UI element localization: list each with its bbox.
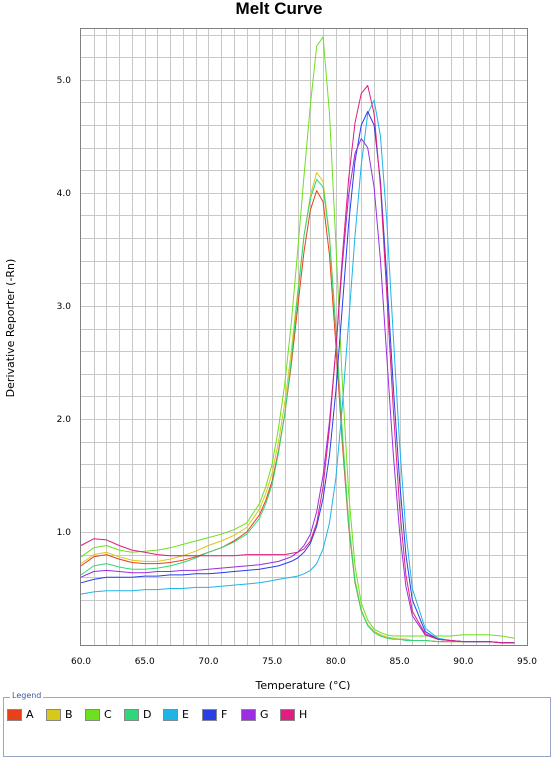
legend-item-a[interactable]: A [7,708,46,721]
legend-label: C [104,708,112,721]
grid [81,29,527,645]
x-tick-label: 65.0 [135,657,155,667]
legend-swatch [7,708,22,721]
legend-label: B [65,708,73,721]
legend-item-g[interactable]: G [241,708,280,721]
legend-swatch [241,708,256,721]
legend-swatch [202,708,217,721]
legend-label: D [143,708,152,721]
x-tick-label: 85.0 [390,657,410,667]
x-tick-label: 60.0 [71,657,91,667]
legend-item-e[interactable]: E [163,708,202,721]
legend-items: A B C D E F G H [7,708,319,721]
y-axis-label: Derivative Reporter (-Rn) [4,259,17,398]
legend-title: Legend [10,691,44,700]
curve-series-g [80,138,515,644]
y-tick-label: 2.0 [57,415,72,425]
melt-curve-chart: Melt Curve 60.0 65.0 70.0 75.0 80.0 85.0 90.0 9… [4,0,537,690]
curve-series-h [80,85,515,644]
legend-label: E [182,708,189,721]
plot-area-frame [80,28,528,646]
x-tick-label: 95.0 [517,657,537,667]
x-axis-label: Temperature (°C) [255,679,351,690]
legend-swatch [46,708,61,721]
legend-swatch [85,708,100,721]
curve-series-d [80,178,515,644]
legend-item-f[interactable]: F [202,708,241,721]
x-tick-label: 90.0 [453,657,473,667]
curve-series-c [80,36,515,639]
legend-item-d[interactable]: D [124,708,163,721]
legend-swatch [163,708,178,721]
y-axis-ticks: 1.0 2.0 3.0 4.0 5.0 [57,76,72,538]
x-tick-label: 80.0 [326,657,346,667]
x-tick-label: 75.0 [262,657,282,667]
chart-title: Melt Curve [236,0,323,18]
legend-label: A [26,708,34,721]
chart-canvas: Melt Curve 60.0 65.0 70.0 75.0 80.0 85.0 90.0 9… [4,0,537,690]
y-tick-label: 5.0 [57,76,72,86]
legend-label: G [260,708,269,721]
legend-item-b[interactable]: B [46,708,85,721]
curves [80,36,515,644]
legend-item-h[interactable]: H [280,708,319,721]
curve-series-e [80,99,515,644]
legend-swatch [280,708,295,721]
x-axis-ticks: 60.0 65.0 70.0 75.0 80.0 85.0 90.0 95.0 [71,657,537,667]
legend-label: H [299,708,308,721]
legend-label: F [221,708,228,721]
x-tick-label: 70.0 [198,657,218,667]
curve-series-f [80,111,515,644]
legend-item-c[interactable]: C [85,708,124,721]
y-tick-label: 3.0 [57,302,72,312]
legend-swatch [124,708,139,721]
y-tick-label: 1.0 [57,528,72,538]
legend-panel: Legend A B C D E F G H [3,691,551,757]
y-tick-label: 4.0 [57,189,72,199]
